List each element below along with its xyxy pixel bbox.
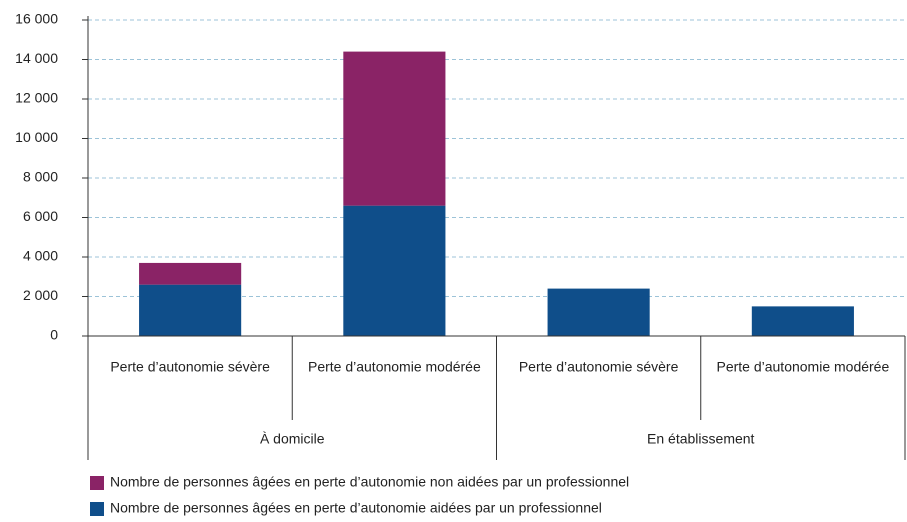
y-tick-label: 12 000 [15,90,58,106]
group-label: En établissement [647,431,755,447]
bar-segment [751,306,854,336]
y-tick-label: 14 000 [15,50,58,66]
legend-swatch [90,502,104,516]
legend-label: Nombre de personnes âgées en perte d’aut… [110,500,602,516]
y-tick-label: 4 000 [23,248,58,264]
group-label: À domicile [260,431,325,447]
legend-swatch [90,476,104,490]
x-tick-label: Perte d’autonomie modérée [308,359,481,375]
y-tick-label: 0 [50,327,58,343]
bar-segment [343,51,446,206]
y-tick-label: 6 000 [23,208,58,224]
y-tick-label: 8 000 [23,169,58,185]
bar-segment [139,284,242,336]
x-tick-label: Perte d’autonomie modérée [716,359,889,375]
bar-segment [547,288,650,336]
y-tick-label: 10 000 [15,129,58,145]
bar-segment [343,205,446,336]
y-tick-label: 16 000 [15,11,58,27]
x-tick-label: Perte d’autonomie sévère [110,359,270,375]
bar-segment [139,262,242,285]
y-tick-label: 2 000 [23,287,58,303]
legend-label: Nombre de personnes âgées en perte d’aut… [110,474,629,490]
x-tick-label: Perte d’autonomie sévère [519,359,679,375]
